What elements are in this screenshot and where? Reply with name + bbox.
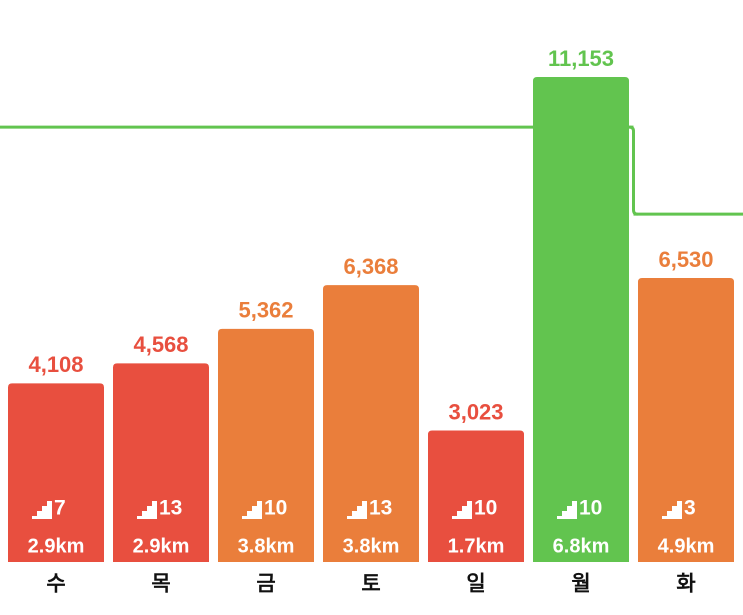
stairs-icon bbox=[347, 501, 367, 519]
distance-label: 4.9km bbox=[658, 535, 715, 557]
value-label: 3,023 bbox=[448, 399, 503, 424]
stairs-icon bbox=[662, 501, 682, 519]
stairs-icon bbox=[452, 501, 472, 519]
value-label: 4,108 bbox=[28, 352, 83, 377]
day-label: 수 bbox=[46, 573, 65, 596]
floors-label: 10 bbox=[474, 497, 497, 520]
bar bbox=[428, 430, 524, 562]
floors-label: 3 bbox=[684, 497, 696, 520]
day-label: 토 bbox=[361, 573, 380, 596]
day-label: 목 bbox=[151, 573, 170, 596]
distance-label: 2.9km bbox=[133, 535, 190, 557]
day-label: 금 bbox=[256, 573, 275, 596]
bar bbox=[638, 278, 734, 562]
day-label: 일 bbox=[466, 573, 485, 596]
bar bbox=[113, 363, 209, 562]
distance-label: 1.7km bbox=[448, 535, 505, 557]
distance-label: 3.8km bbox=[343, 535, 400, 557]
value-label: 4,568 bbox=[133, 332, 188, 357]
floors-label: 7 bbox=[54, 497, 66, 520]
distance-label: 6.8km bbox=[553, 535, 610, 557]
bar bbox=[218, 328, 314, 562]
floors-label: 13 bbox=[159, 497, 182, 520]
stairs-icon bbox=[137, 501, 157, 519]
bar bbox=[533, 77, 629, 562]
day-label: 월 bbox=[571, 573, 590, 596]
day-label: 화 bbox=[676, 573, 696, 596]
value-label: 11,153 bbox=[548, 46, 614, 71]
stairs-icon bbox=[557, 501, 577, 519]
distance-label: 3.8km bbox=[238, 535, 295, 557]
stairs-icon bbox=[32, 501, 52, 519]
value-label: 6,530 bbox=[658, 247, 713, 272]
stairs-icon bbox=[242, 501, 262, 519]
distance-label: 2.9km bbox=[28, 535, 85, 557]
floors-label: 13 bbox=[369, 497, 392, 520]
floors-label: 10 bbox=[264, 497, 287, 520]
floors-label: 10 bbox=[579, 497, 602, 520]
value-label: 6,368 bbox=[343, 254, 398, 279]
bar bbox=[323, 285, 419, 562]
goal-step bbox=[629, 125, 638, 216]
value-label: 5,362 bbox=[238, 298, 293, 323]
